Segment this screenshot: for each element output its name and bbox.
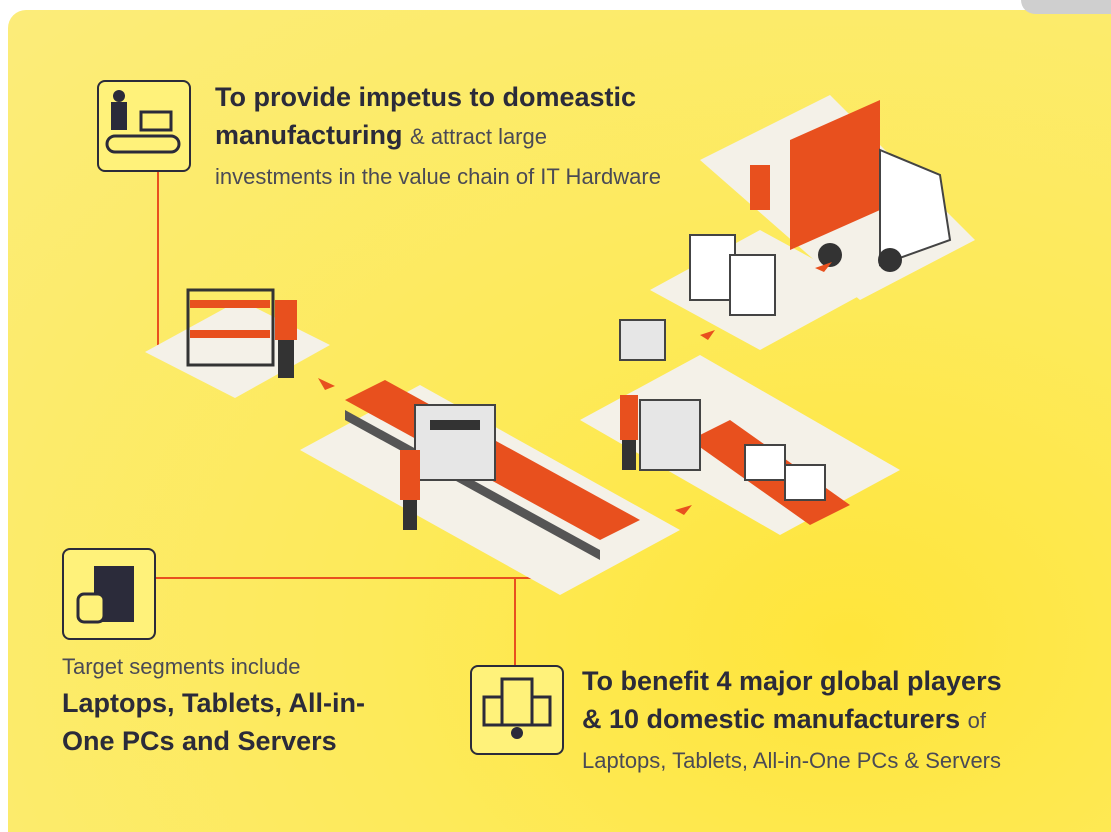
- objective-block: To provide impetus to domeastic manufact…: [215, 78, 665, 196]
- segments-list: Laptops, Tablets, All-in-One PCs and Ser…: [62, 688, 365, 756]
- segments-icon: [62, 548, 156, 640]
- benefit-block: To benefit 4 major global players & 10 d…: [582, 662, 1002, 780]
- players-icon: [470, 665, 564, 755]
- shelf: [188, 290, 297, 378]
- page: To provide impetus to domeastic manufact…: [0, 0, 1111, 832]
- icon-graphic: [472, 667, 562, 753]
- manufacturing-icon: [97, 80, 191, 172]
- icon-graphic: [64, 550, 154, 638]
- benefit-headline: To benefit 4 major global players & 10 d…: [582, 666, 1002, 734]
- segments-block: Target segments include Laptops, Tablets…: [62, 650, 402, 760]
- icon-graphic: [99, 82, 189, 170]
- segments-intro: Target segments include: [62, 650, 402, 684]
